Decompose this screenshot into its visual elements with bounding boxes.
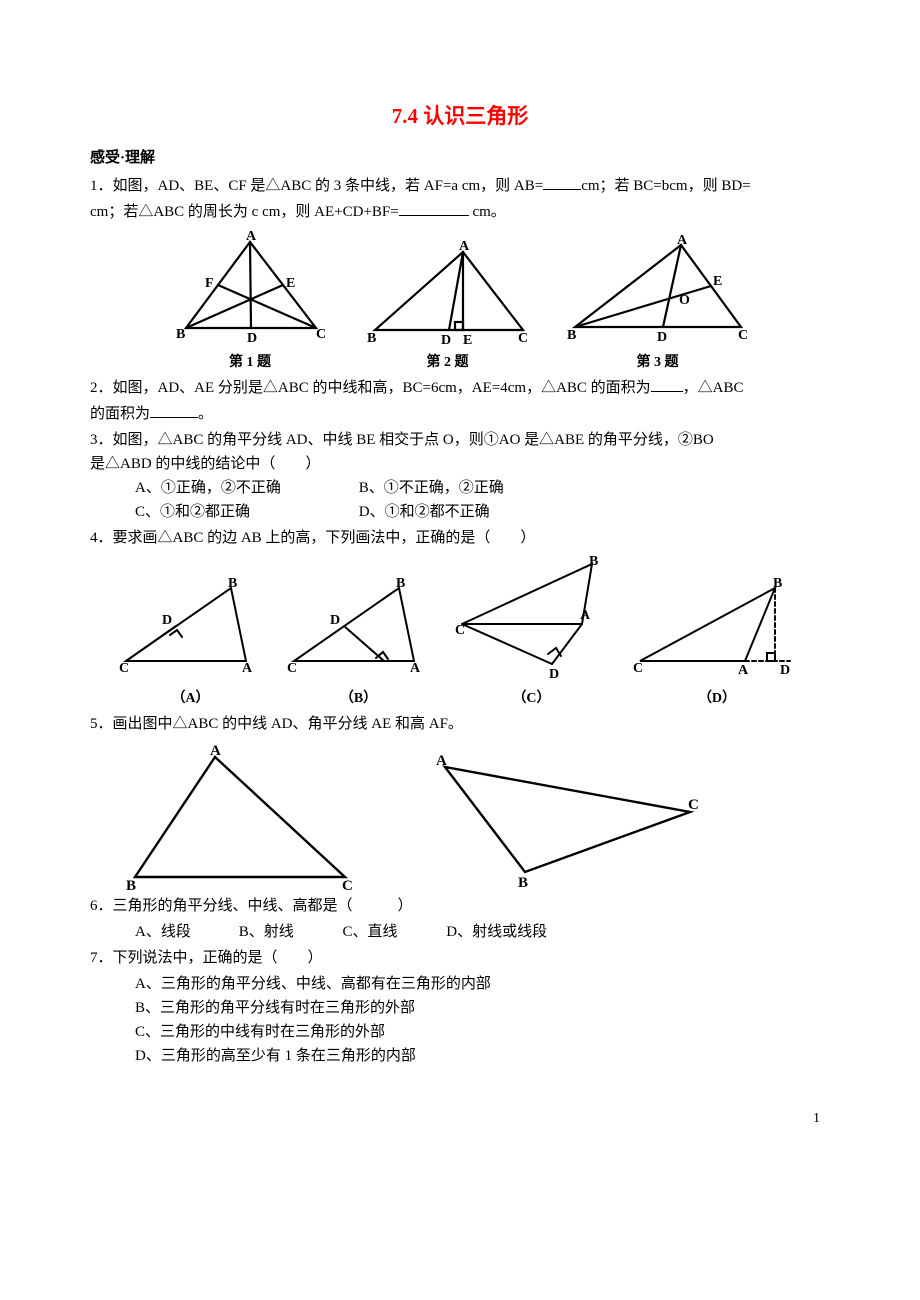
svg-text:C: C (518, 331, 528, 346)
question-7: 7．下列说法中，正确的是（ ） (90, 946, 830, 970)
svg-text:D: D (162, 613, 172, 628)
svg-text:B: B (228, 576, 237, 591)
question-2: 2．如图，AD、AE 分别是△ABC 的中线和高，BC=6cm，AE=4cm，△… (90, 376, 830, 400)
figure-q4-A: B C A D （A） (116, 576, 266, 710)
svg-text:F: F (205, 276, 214, 291)
q6-optA: A、线段 (135, 920, 235, 944)
q3-stem-b: 是△ABD 的中线的结论中（ ） (90, 452, 830, 476)
svg-text:B: B (589, 556, 598, 569)
svg-text:A: A (410, 661, 421, 676)
section-subtitle: 感受·理解 (90, 146, 830, 170)
q1-text-b: cm；若 BC=bcm，则 BD= (581, 178, 750, 194)
svg-text:C: C (738, 328, 748, 343)
blank (651, 376, 683, 392)
q3-stem-a: 3．如图，△ABC 的角平分线 AD、中线 BE 相交于点 O，则①AO 是△A… (90, 428, 830, 452)
svg-text:C: C (455, 623, 465, 638)
question-1: 1．如图，AD、BE、CF 是△ABC 的 3 条中线，若 AF=a cm，则 … (90, 174, 830, 198)
q7-options: A、三角形的角平分线、中线、高都有在三角形的内部 B、三角形的角平分线有时在三角… (135, 972, 830, 1068)
svg-text:C: C (688, 797, 699, 813)
q7-optA: A、三角形的角平分线、中线、高都有在三角形的内部 (135, 972, 830, 996)
page-title: 7.4 认识三角形 (90, 100, 830, 134)
q2-b: ，△ABC (683, 380, 744, 396)
q3-optB: B、①不正确，②正确 (359, 480, 504, 496)
svg-text:C: C (633, 661, 643, 676)
svg-text:A: A (242, 661, 253, 676)
q4-capB: （B） (284, 688, 434, 710)
figure-1-caption: 第 1 题 (168, 352, 333, 374)
q6-optD: D、射线或线段 (446, 924, 547, 940)
svg-text:B: B (396, 576, 405, 591)
svg-text:B: B (176, 327, 185, 342)
figure-q4-B: B C A D （B） (284, 576, 434, 710)
svg-text:C: C (342, 878, 353, 892)
svg-text:O: O (679, 293, 690, 308)
q2-a: 2．如图，AD、AE 分别是△ABC 的中线和高，BC=6cm，AE=4cm，△… (90, 380, 651, 396)
q3-optD: D、①和②都不正确 (359, 504, 490, 520)
q3-optA: A、①正确，②不正确 (135, 476, 355, 500)
q1-text-d: cm。 (469, 204, 506, 220)
question-2-line2: 的面积为 。 (90, 402, 830, 426)
q4-capC: （C） (452, 688, 612, 710)
blank (543, 174, 581, 190)
svg-text:B: B (567, 328, 576, 343)
svg-text:E: E (286, 276, 295, 291)
question-1-line2: cm；若△ABC 的周长为 c cm，则 AE+CD+BF= cm。 (90, 200, 830, 224)
figure-q5-right: A B C (410, 752, 700, 892)
figure-2-caption: 第 2 题 (363, 352, 533, 374)
svg-text:A: A (738, 663, 749, 678)
q6-optB: B、射线 (239, 920, 339, 944)
svg-text:A: A (210, 743, 221, 759)
question-6: 6．三角形的角平分线、中线、高都是（ ） (90, 894, 830, 918)
figure-row-q4: B C A D （A） B C A D （B） (90, 556, 830, 710)
figure-row-1: A B C D E F 第 1 题 A B C D E (90, 230, 830, 374)
svg-text:B: B (773, 576, 782, 591)
q7-optD: D、三角形的高至少有 1 条在三角形的内部 (135, 1044, 830, 1068)
question-5: 5．画出图中△ABC 的中线 AD、角平分线 AE 和高 AF。 (90, 712, 830, 736)
figure-row-q5: A B C A B C (120, 742, 830, 892)
q2-c: 的面积为 (90, 406, 150, 422)
svg-text:E: E (713, 274, 722, 289)
svg-text:D: D (441, 333, 451, 348)
q1-text-a: 1．如图，AD、BE、CF 是△ABC 的 3 条中线，若 AF=a cm，则 … (90, 178, 543, 194)
figure-q5-left: A B C (120, 742, 360, 892)
svg-text:D: D (247, 331, 257, 346)
svg-text:A: A (677, 235, 688, 248)
q4-capA: （A） (116, 688, 266, 710)
svg-text:A: A (580, 608, 591, 623)
svg-text:A: A (436, 753, 447, 769)
blank (399, 200, 469, 216)
svg-text:B: B (126, 878, 136, 892)
question-3: 3．如图，△ABC 的角平分线 AD、中线 BE 相交于点 O，则①AO 是△A… (90, 428, 830, 524)
svg-text:A: A (246, 230, 257, 244)
svg-text:A: A (459, 240, 470, 254)
svg-text:B: B (518, 875, 528, 891)
svg-text:D: D (549, 667, 559, 682)
question-4: 4．要求画△ABC 的边 AB 上的高，下列画法中，正确的是（ ） (90, 526, 830, 550)
svg-text:D: D (780, 663, 790, 678)
svg-text:C: C (119, 661, 129, 676)
svg-text:D: D (330, 613, 340, 628)
page-number: 1 (90, 1108, 830, 1130)
q7-optB: B、三角形的角平分线有时在三角形的外部 (135, 996, 830, 1020)
q2-d: 。 (198, 406, 213, 422)
svg-text:C: C (316, 327, 326, 342)
figure-1: A B C D E F 第 1 题 (168, 230, 333, 374)
q4-capD: （D） (630, 688, 805, 710)
q6-options: A、线段 B、射线 C、直线 D、射线或线段 (135, 920, 830, 944)
q7-optC: C、三角形的中线有时在三角形的外部 (135, 1020, 830, 1044)
figure-q4-D: B C A D （D） (630, 576, 805, 710)
svg-text:E: E (463, 333, 472, 348)
q6-optC: C、直线 (343, 920, 443, 944)
figure-q4-C: B C A D （C） (452, 556, 612, 710)
svg-text:D: D (657, 330, 667, 345)
blank (150, 402, 198, 418)
figure-3-caption: 第 3 题 (563, 352, 753, 374)
svg-text:B: B (367, 331, 376, 346)
svg-text:C: C (287, 661, 297, 676)
figure-2: A B C D E 第 2 题 (363, 240, 533, 374)
q3-optC: C、①和②都正确 (135, 500, 355, 524)
q1-text-c: cm；若△ABC 的周长为 c cm，则 AE+CD+BF= (90, 204, 399, 220)
figure-3: A B C D E O 第 3 题 (563, 235, 753, 374)
